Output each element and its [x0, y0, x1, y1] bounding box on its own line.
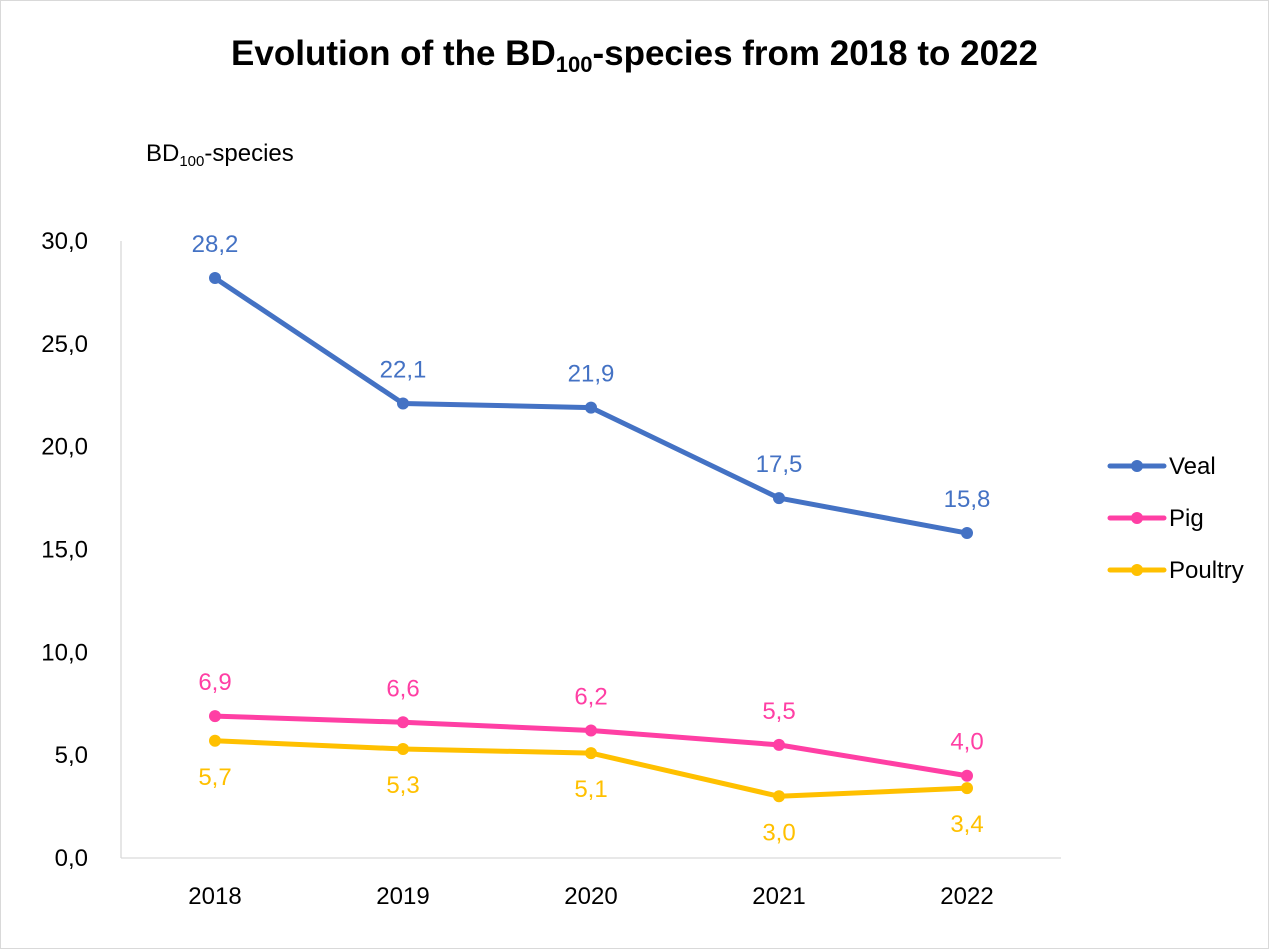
- legend-marker: [1131, 564, 1143, 576]
- legend-label: Poultry: [1169, 557, 1244, 584]
- data-point: [397, 397, 409, 410]
- data-label: 5,7: [198, 764, 231, 791]
- y-axis-label-subscript: 100: [179, 153, 205, 170]
- x-tick-label: 2022: [940, 883, 993, 910]
- data-label: 22,1: [380, 356, 427, 383]
- chart-title-subscript: 100: [555, 52, 593, 77]
- x-tick-label: 2021: [752, 883, 805, 910]
- legend-label: Veal: [1169, 453, 1216, 480]
- legend-marker: [1131, 460, 1143, 472]
- y-tick-label: 15,0: [41, 537, 88, 564]
- y-tick-label: 5,0: [55, 742, 88, 769]
- data-label: 21,9: [568, 361, 615, 388]
- y-tick-label: 25,0: [41, 331, 88, 358]
- x-tick-label: 2020: [564, 883, 617, 910]
- chart-title-main: Evolution of the BD: [231, 34, 556, 73]
- data-label: 4,0: [950, 729, 983, 756]
- y-axis-label-rest: -species: [204, 140, 294, 167]
- x-tick-label: 2018: [188, 883, 241, 910]
- data-label: 6,6: [386, 675, 419, 702]
- x-tick-label: 2019: [376, 883, 429, 910]
- data-label: 17,5: [756, 451, 803, 478]
- data-point: [961, 782, 973, 795]
- data-label: 28,2: [192, 231, 239, 258]
- legend-marker: [1131, 512, 1143, 524]
- y-tick-label: 10,0: [41, 639, 88, 666]
- data-label: 6,9: [198, 669, 231, 696]
- chart-title-rest: -species from 2018 to 2022: [592, 34, 1038, 73]
- data-point: [961, 527, 973, 540]
- chart-title: Evolution of the BD100-species from 2018…: [0, 34, 1269, 78]
- data-point: [773, 492, 785, 505]
- data-label: 5,1: [574, 776, 607, 803]
- data-label: 3,0: [762, 819, 795, 846]
- data-point: [209, 272, 221, 285]
- data-point: [397, 716, 409, 729]
- y-axis-label: BD100-species: [146, 140, 294, 170]
- data-point: [209, 710, 221, 723]
- y-axis-label-main: BD: [146, 140, 180, 167]
- data-point: [961, 769, 973, 782]
- data-point: [397, 742, 409, 755]
- legend-label: Pig: [1169, 505, 1204, 532]
- y-tick-label: 30,0: [41, 228, 88, 255]
- data-label: 15,8: [944, 486, 991, 513]
- data-label: 5,3: [386, 772, 419, 799]
- data-label: 6,2: [574, 683, 607, 710]
- data-label: 3,4: [950, 811, 983, 838]
- data-point: [773, 738, 785, 751]
- y-tick-label: 20,0: [41, 434, 88, 461]
- data-point: [773, 790, 785, 803]
- data-point: [585, 401, 597, 414]
- data-point: [585, 747, 597, 760]
- data-point: [209, 734, 221, 747]
- y-tick-label: 0,0: [55, 845, 88, 872]
- data-point: [585, 724, 597, 737]
- data-label: 5,5: [762, 698, 795, 725]
